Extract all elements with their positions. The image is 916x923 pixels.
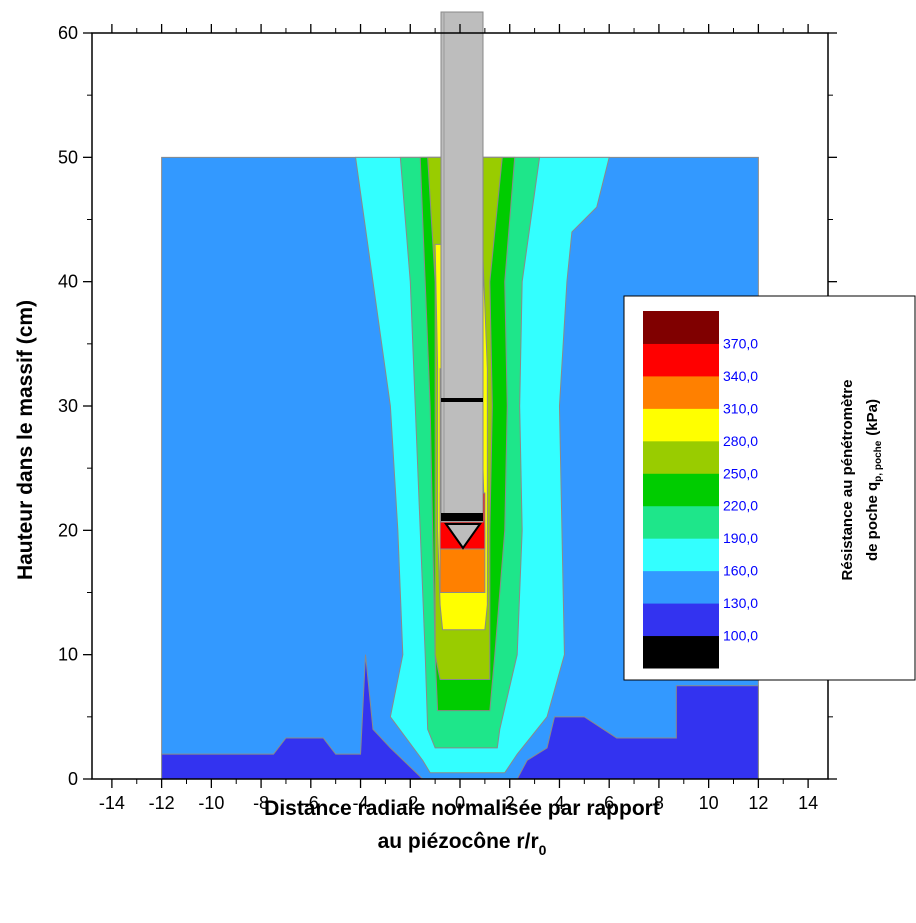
contour-region (161, 654, 424, 780)
x-tick-label: -8 (253, 793, 269, 813)
y-tick-label: 50 (58, 147, 78, 167)
y-tick-label: 60 (58, 23, 78, 43)
colorbar-label: 220,0 (723, 498, 758, 514)
colorbar-band (643, 343, 719, 377)
colorbar-band (643, 570, 719, 604)
y-tick-label: 20 (58, 520, 78, 540)
x-tick-label: -2 (402, 793, 418, 813)
colorbar-band (643, 375, 719, 409)
colorbar-label: 130,0 (723, 595, 758, 611)
x-tick-label: 4 (554, 793, 564, 813)
x-tick-label: -6 (303, 793, 319, 813)
colorbar-label: 370,0 (723, 335, 758, 351)
axes: -14 -12 -10 -8 -6 -4 -2 0 2 4 6 8 10 12 14 0 10 20 30 40 50 6… (58, 23, 837, 813)
colorbar-band (643, 311, 719, 344)
y-tick-label: 30 (58, 396, 78, 416)
x-tick-label: -4 (353, 793, 369, 813)
colorbar-label: 190,0 (723, 530, 758, 546)
colorbar-band (643, 603, 719, 637)
y-tick-label: 40 (58, 272, 78, 292)
x-tick-label: 10 (699, 793, 719, 813)
colorbar-label: 280,0 (723, 433, 758, 449)
x-axis-label-sub: 0 (539, 842, 547, 858)
colorbar-title: de poche q (864, 482, 881, 561)
colorbar-label: 100,0 (723, 628, 758, 644)
x-tick-label: 0 (455, 793, 465, 813)
colorbar-band (643, 505, 719, 539)
contour-region (516, 685, 759, 780)
y-tick-label: 10 (58, 645, 78, 665)
colorbar-band (643, 473, 719, 507)
colorbar-title: Résistance au pénétromètre (839, 380, 856, 581)
colorbar-title: de poche qp, poche (kPa) (864, 399, 884, 561)
rod-joint (441, 513, 483, 521)
colorbar-band (643, 408, 719, 442)
x-tick-label: -10 (198, 793, 224, 813)
colorbar-band (643, 635, 719, 669)
x-axis-label: Distance radiale normalisée par rapport (264, 797, 660, 820)
rod-joint (441, 398, 483, 402)
colorbar-title-sub: p, poche (873, 440, 884, 482)
x-tick-label: -14 (99, 793, 125, 813)
colorbar-label: 160,0 (723, 563, 758, 579)
rod (440, 11, 484, 523)
penetrometer (440, 11, 484, 550)
x-axis-label: au piézocône r/r0 (378, 830, 547, 858)
x-tick-label: 2 (505, 793, 515, 813)
cone-tip (444, 523, 482, 550)
colorbar-band (643, 538, 719, 572)
x-tick-label: 12 (748, 793, 768, 813)
x-tick-label: 8 (654, 793, 664, 813)
x-axis-label: au piézocône r/r (378, 830, 539, 853)
colorbar-label: 340,0 (723, 368, 758, 384)
x-tick-label: 6 (604, 793, 614, 813)
colorbar-band (643, 440, 719, 474)
x-tick-label: -12 (149, 793, 175, 813)
y-tick-label: 0 (68, 769, 78, 789)
colorbar-title: (kPa) (864, 399, 881, 436)
y-axis-label: Hauteur dans le massif (cm) (14, 300, 37, 580)
colorbar-label: 250,0 (723, 465, 758, 481)
colorbar-label: 310,0 (723, 400, 758, 416)
colorbar: 100,0 130,0 160,0 190,0 220,0 250,0 280,0 310,0… (643, 311, 758, 669)
x-tick-label: 14 (798, 793, 818, 813)
